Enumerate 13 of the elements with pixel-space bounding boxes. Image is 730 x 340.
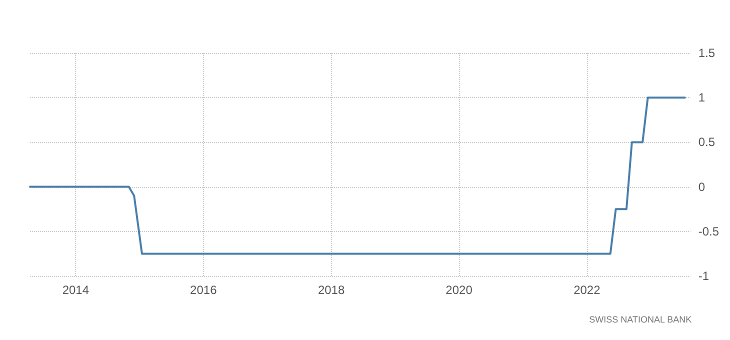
y-tick-label: 0.5 [698,135,716,150]
line-series [29,96,686,255]
x-tick-label: 2014 [62,283,90,297]
y-tick-label: 1 [698,90,706,105]
y-tick-label: -1 [698,269,710,283]
y-tick-label: -0.5 [698,224,720,238]
text: SWISS NATIONAL BANK [589,314,692,324]
x-tick-label: 2020 [446,283,473,297]
y-tick-label: 1.5 [698,46,716,60]
y-tick-label: 0 [698,180,706,194]
x-tick-label: 2022 [574,283,601,297]
x-tick-label: 2018 [318,283,345,297]
x-tick-label: 2016 [190,283,218,297]
